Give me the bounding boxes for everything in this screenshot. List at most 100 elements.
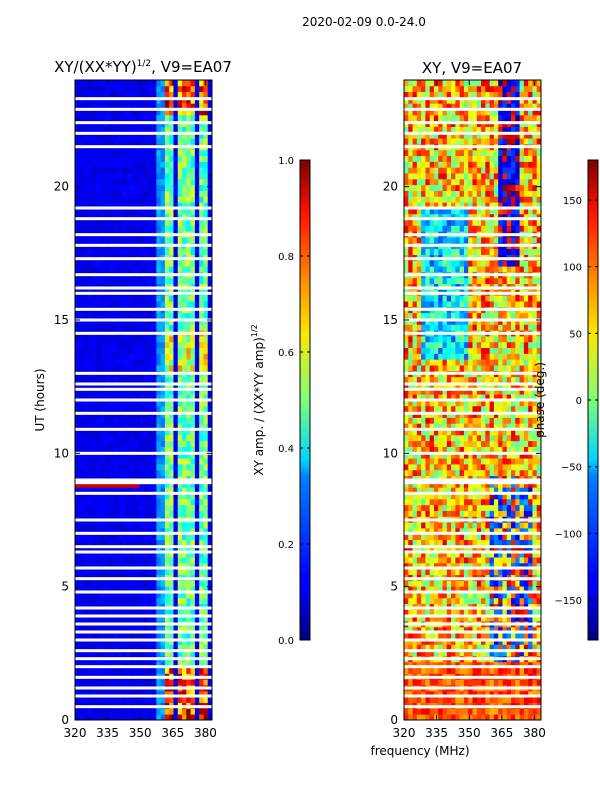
- amp-heatmap-cell: [126, 667, 132, 674]
- phase-heatmap-cell: [536, 650, 542, 657]
- amp-heatmap-cell: [190, 458, 196, 465]
- amp-heatmap-cell: [130, 568, 136, 575]
- phase-heatmap-cell: [421, 609, 426, 616]
- amp-heatmap-cell: [122, 114, 127, 122]
- amp-heatmap-cell: [104, 196, 110, 203]
- amp-heatmap-cell: [169, 667, 174, 674]
- phase-heatmap-cell: [528, 528, 533, 535]
- amp-heatmap-cell: [169, 458, 174, 465]
- amp-heatmap-cell: [143, 539, 149, 546]
- amp-flagged-row: [75, 478, 212, 482]
- amp-heatmap-cell: [126, 312, 132, 319]
- amp-flagged-row: [75, 427, 212, 431]
- phase-heatmap-cell: [498, 522, 503, 529]
- amp-heatmap-cell: [75, 260, 80, 267]
- amp-heatmap-cell: [160, 149, 166, 157]
- phase-heatmap-cell: [416, 580, 422, 587]
- amp-heatmap-cell: [182, 557, 187, 564]
- amp-heatmap-cell: [79, 434, 84, 442]
- amp-heatmap-cell: [109, 469, 114, 477]
- amp-heatmap-cell: [122, 638, 127, 645]
- amp-heatmap-cell: [113, 190, 119, 197]
- amp-heatmap-cell: [130, 551, 136, 558]
- phase-heatmap-cell: [472, 510, 478, 517]
- phase-heatmap-cell: [489, 667, 495, 674]
- amp-heatmap-cell: [143, 417, 149, 424]
- amp-heatmap-cell: [143, 126, 149, 133]
- amp-heatmap-cell: [199, 184, 204, 191]
- amp-heatmap-cell: [87, 423, 93, 430]
- amp-heatmap-cell: [207, 469, 213, 477]
- amp-heatmap-cell: [117, 376, 123, 383]
- amp-heatmap-cell: [122, 440, 127, 447]
- amp-heatmap-cell: [100, 190, 106, 197]
- amp-heatmap-cell: [143, 295, 149, 302]
- phase-heatmap-cell: [429, 638, 435, 645]
- phase-heatmap-cell: [472, 638, 478, 645]
- amp-flagged-row: [75, 217, 212, 221]
- amp-heatmap-cell: [113, 219, 119, 226]
- amp-heatmap-cell: [152, 266, 157, 273]
- amp-heatmap-cell: [109, 522, 114, 529]
- phase-heatmap-cell: [511, 644, 516, 651]
- amp-heatmap-cell: [143, 440, 149, 447]
- amp-heatmap-cell: [96, 644, 102, 651]
- amp-heatmap-cell: [203, 400, 209, 407]
- amp-heatmap-cell: [156, 178, 162, 186]
- amp-heatmap-cell: [203, 219, 209, 226]
- amp-heatmap-cell: [79, 202, 84, 209]
- amp-heatmap-cell: [156, 545, 162, 552]
- phase-heatmap-cell: [416, 714, 422, 721]
- phase-heatmap-cell: [438, 528, 443, 535]
- amp-heatmap-cell: [169, 202, 174, 209]
- amp-heatmap-cell: [79, 533, 84, 541]
- amp-heatmap-cell: [104, 109, 110, 116]
- amp-heatmap-cell: [203, 225, 209, 232]
- amp-heatmap-cell: [104, 638, 110, 645]
- phase-heatmap-cell: [498, 597, 503, 605]
- phase-heatmap-cell: [421, 632, 426, 639]
- amp-heatmap-cell: [173, 208, 179, 215]
- amp-heatmap-cell: [134, 301, 140, 308]
- amp-heatmap-cell: [130, 696, 136, 703]
- amp-heatmap-cell: [186, 301, 191, 308]
- amp-heatmap-cell: [117, 388, 123, 395]
- phase-heatmap-cell: [523, 493, 529, 500]
- amp-flagged-row: [75, 518, 212, 522]
- amp-heatmap-cell: [147, 202, 153, 209]
- amp-heatmap-cell: [169, 498, 174, 506]
- phase-heatmap-cell: [438, 708, 443, 715]
- amp-heatmap-cell: [134, 161, 140, 168]
- phase-heatmap-cell: [485, 667, 491, 674]
- amp-heatmap-cell: [173, 586, 179, 593]
- amp-heatmap-cell: [87, 178, 93, 186]
- phase-heatmap-cell: [493, 481, 499, 488]
- amp-heatmap-cell: [113, 376, 119, 383]
- amp-heatmap-cell: [100, 365, 106, 372]
- amp-heatmap-cell: [190, 580, 196, 587]
- amp-heatmap-cell: [177, 85, 183, 93]
- amp-heatmap-cell: [109, 434, 114, 442]
- amp-heatmap-cell: [92, 359, 97, 366]
- phase-heatmap-cell: [485, 696, 491, 703]
- phase-heatmap-cell: [421, 528, 426, 535]
- phase-heatmap-cell: [489, 545, 495, 552]
- phase-heatmap-cell: [528, 533, 533, 541]
- amp-heatmap-cell: [113, 644, 119, 651]
- phase-heatmap-cell: [442, 498, 448, 506]
- amp-heatmap-cell: [173, 138, 179, 145]
- amp-heatmap-cell: [182, 638, 187, 645]
- amp-heatmap-cell: [173, 661, 179, 669]
- amp-heatmap-cell: [83, 208, 89, 215]
- amp-heatmap-cell: [79, 149, 84, 157]
- amp-heatmap-cell: [164, 644, 170, 651]
- amp-heatmap-cell: [87, 650, 93, 657]
- amp-heatmap-cell: [134, 661, 140, 669]
- amp-heatmap-cell: [190, 440, 196, 447]
- phase-heatmap-cell: [463, 661, 469, 669]
- amp-heatmap-cell: [130, 208, 136, 215]
- amp-heatmap-cell: [177, 690, 183, 698]
- phase-heatmap-cell: [468, 667, 473, 674]
- amp-heatmap-cell: [164, 388, 170, 395]
- phase-heatmap-cell: [455, 539, 461, 546]
